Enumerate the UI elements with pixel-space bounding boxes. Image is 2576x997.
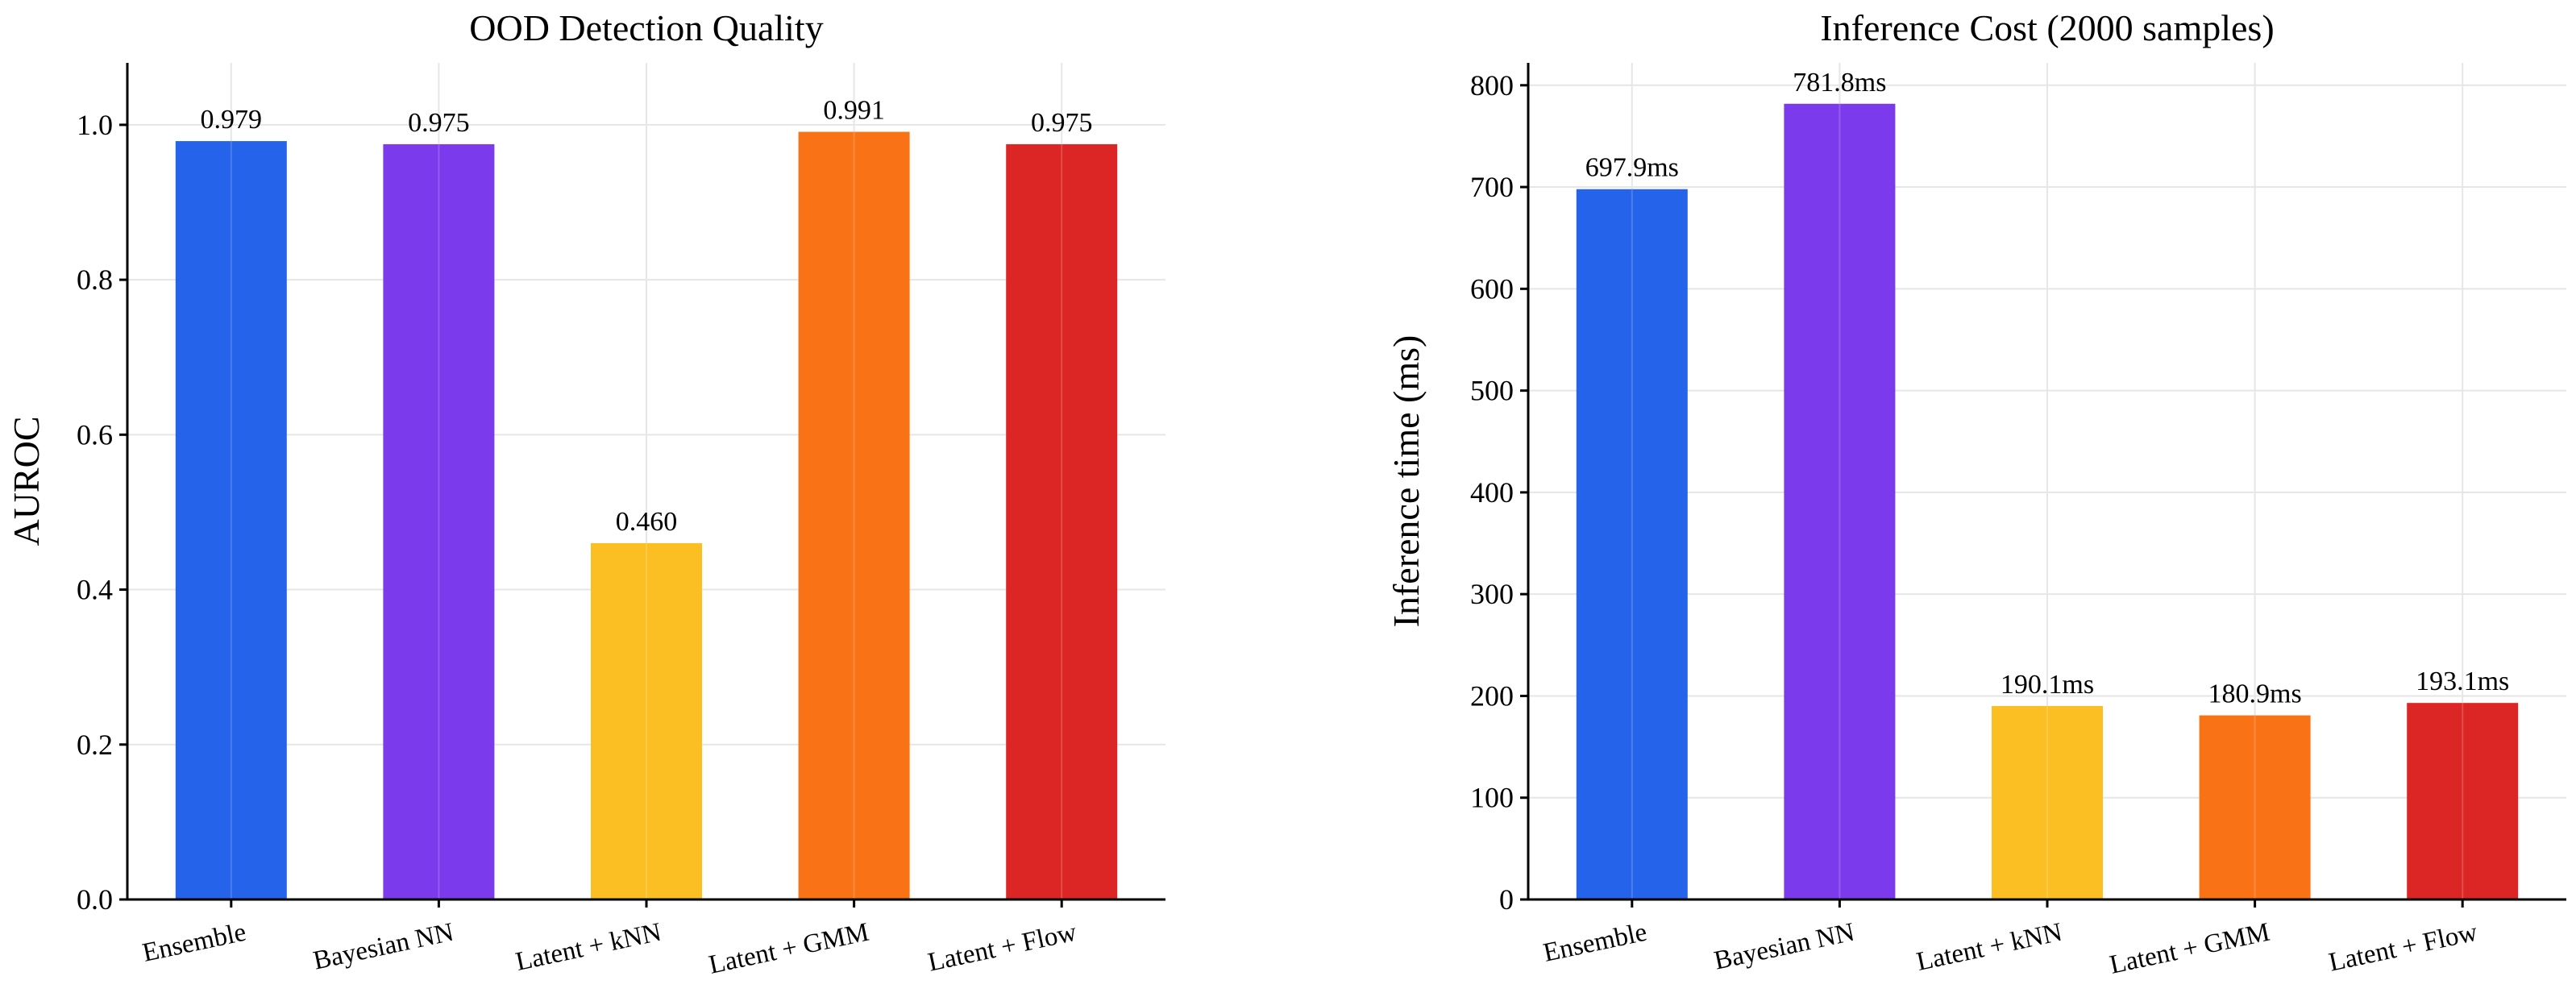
y-tick-label: 1.0	[77, 109, 113, 141]
data-label: 193.1ms	[2416, 667, 2509, 696]
data-label: 697.9ms	[1585, 153, 1679, 183]
bar-bayesian-nn	[1784, 103, 1896, 900]
y-tick-label: 0.6	[77, 418, 113, 451]
y-tick-label: 0.8	[77, 264, 113, 296]
chart-panel-2: 697.9ms 781.8ms 190.1ms 180.9ms 193.1ms 0 100 2…	[1386, 7, 2566, 980]
data-label: 0.460	[616, 507, 678, 537]
bar-ensemble	[1576, 189, 1688, 900]
x-tick-label: Latent + GMM	[706, 918, 871, 980]
data-label: 0.975	[1031, 108, 1093, 138]
bar-latent-flow	[1006, 143, 1118, 899]
x-tick-label: Latent + GMM	[2107, 918, 2272, 980]
y-tick-label: 100	[1470, 782, 1514, 814]
y-tick-label: 300	[1470, 578, 1514, 610]
y-tick-label: 200	[1470, 679, 1514, 712]
y-tick-label: 700	[1470, 171, 1514, 203]
data-label: 190.1ms	[2001, 670, 2094, 700]
x-tick-label: Latent + Flow	[2326, 918, 2480, 978]
data-label: 781.8ms	[1793, 68, 1886, 98]
chart-title: Inference Cost (2000 samples)	[1820, 7, 2274, 48]
bar-bayesian-nn	[383, 143, 495, 899]
y-tick-label: 0.4	[77, 574, 113, 606]
x-tick-label: Ensemble	[140, 918, 249, 968]
x-tick-label: Bayesian NN	[311, 918, 457, 976]
x-tick-label: Latent + Flow	[925, 918, 1079, 978]
y-axis-label: AUROC	[6, 416, 47, 546]
bar-ensemble	[175, 141, 287, 900]
y-axis-label: Inference time (ms)	[1386, 335, 1427, 628]
y-tick-label: 0.2	[77, 729, 113, 761]
data-label: 0.975	[408, 108, 470, 138]
bar-latent-gmm	[798, 131, 910, 900]
data-label: 0.979	[201, 105, 263, 135]
x-tick-label: Ensemble	[1541, 918, 1650, 968]
bar-latent-knn	[1992, 705, 2103, 899]
bar-latent-knn	[591, 542, 702, 899]
y-tick-label: 800	[1470, 69, 1514, 102]
chart-panel-1: 0.979 0.975 0.460 0.991 0.975 0.0 0.2 0.4 0.6 0.8…	[6, 7, 1165, 980]
x-tick-label: Bayesian NN	[1712, 918, 1858, 976]
x-tick-label: Latent + kNN	[1914, 918, 2065, 977]
bar-latent-gmm	[2199, 715, 2311, 899]
data-label: 180.9ms	[2208, 679, 2302, 709]
x-tick-label: Latent + kNN	[513, 918, 664, 977]
y-tick-label: 600	[1470, 272, 1514, 305]
chart-title: OOD Detection Quality	[469, 7, 823, 48]
data-label: 0.991	[823, 96, 885, 126]
bar-latent-flow	[2407, 703, 2519, 899]
y-tick-label: 0.0	[77, 883, 113, 916]
y-tick-label: 0	[1499, 883, 1514, 916]
y-tick-label: 400	[1470, 476, 1514, 509]
y-tick-label: 500	[1470, 375, 1514, 407]
